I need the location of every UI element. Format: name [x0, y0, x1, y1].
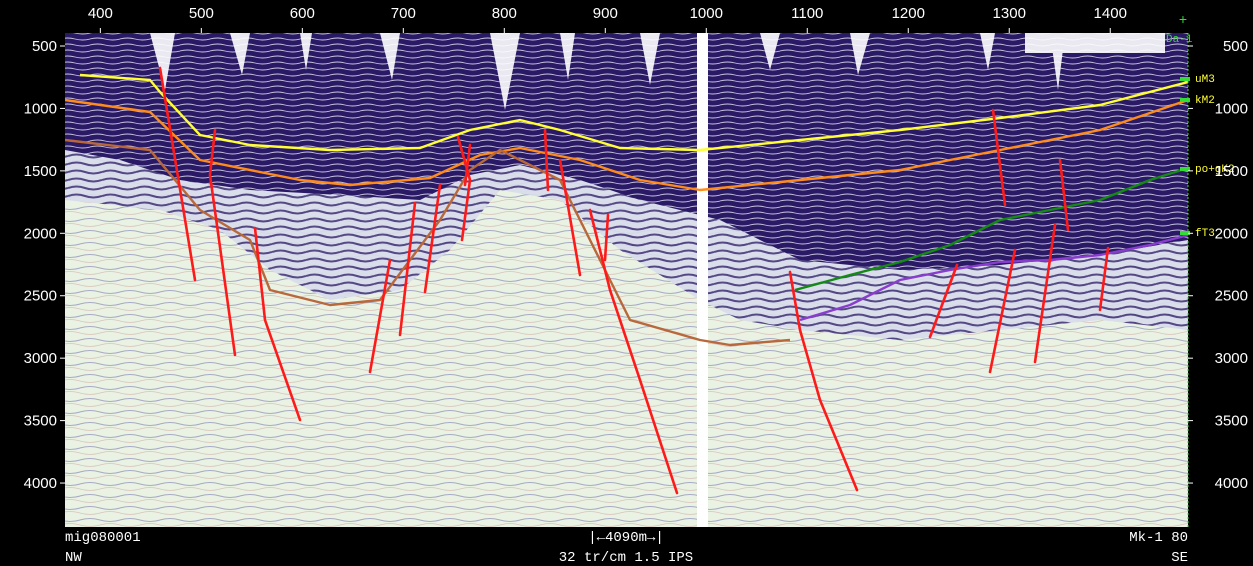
well-marker: +: [1179, 11, 1187, 27]
x-tick-label: 1100: [791, 5, 823, 22]
x-tick-label: 1300: [993, 5, 1026, 22]
x-tick-label: 800: [492, 5, 517, 22]
direction-label: SE: [1171, 550, 1188, 566]
y2-tick-label: 3500: [1215, 413, 1248, 430]
y2-tick-label: 2000: [1215, 225, 1248, 242]
x-tick-label: 1400: [1094, 5, 1127, 22]
horizon-label: kM2: [1195, 95, 1215, 107]
horizon-label: uM3: [1195, 74, 1215, 86]
seismic-image: [65, 33, 1188, 527]
direction-label: NW: [65, 550, 82, 566]
y-tick-label: 2000: [24, 225, 57, 242]
x-tick-label: 1200: [892, 5, 925, 22]
scale-bar: |←4090m→|: [588, 530, 664, 546]
y-tick-label: 3500: [24, 413, 57, 430]
y2-tick-label: 500: [1223, 38, 1248, 55]
horizon-label: po+gK2: [1195, 164, 1235, 176]
y-tick-label: 4000: [24, 475, 57, 492]
x-tick-label: 1000: [690, 5, 723, 22]
y-tick-label: 500: [32, 38, 57, 55]
y-tick-label: 1500: [24, 163, 57, 180]
y2-tick-label: 4000: [1215, 475, 1248, 492]
horizon-label: fT3: [1195, 228, 1215, 240]
x-tick-label: 900: [593, 5, 618, 22]
y2-tick-label: 2500: [1215, 288, 1248, 305]
x-tick-label: 600: [290, 5, 315, 22]
y2-tick-label: 1500: [1215, 163, 1248, 180]
well-name: Mk-1 80: [1129, 530, 1188, 546]
y-tick-label: 2500: [24, 288, 57, 305]
line-name: mig080001: [65, 530, 141, 546]
x-tick-label: 500: [189, 5, 214, 22]
x-tick-label: 400: [88, 5, 113, 22]
y2-tick-label: 1000: [1215, 100, 1248, 117]
x-tick-label: 700: [391, 5, 416, 22]
display-scale: 32 tr/cm 1.5 IPS: [559, 550, 693, 566]
y-tick-label: 1000: [24, 100, 57, 117]
y2-tick-label: 3000: [1215, 350, 1248, 367]
horizon-label: Da-1: [1166, 34, 1193, 46]
y-tick-label: 3000: [24, 350, 57, 367]
